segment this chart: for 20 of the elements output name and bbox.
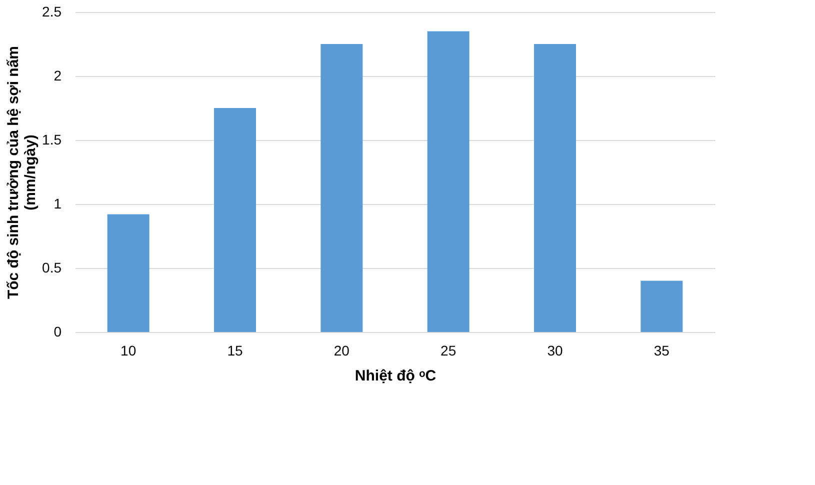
bar (320, 44, 363, 332)
x-tick-label: 25 (440, 342, 456, 358)
bar (107, 214, 150, 332)
y-tick-label: 1.5 (42, 132, 62, 148)
bar (640, 280, 683, 332)
y-tick-label: 2.5 (42, 4, 62, 20)
x-tick-label: 30 (547, 342, 563, 358)
x-tick-label: 15 (227, 342, 243, 358)
y-tick-label: 1 (54, 196, 62, 212)
y-tick-label: 0 (54, 324, 62, 340)
y-tick-label: 2 (54, 68, 62, 84)
x-tick-label: 10 (120, 342, 136, 358)
x-axis-title: Nhiệt độ ᵒC (354, 368, 436, 384)
x-tick-label: 20 (334, 342, 350, 358)
bar (427, 31, 470, 332)
bar (214, 108, 256, 332)
bar (534, 44, 576, 332)
x-tick-label: 35 (654, 342, 670, 358)
y-axis-title: Tốc độ sinh trưởng của hệ sợi nấm (mm/ngày) (5, 46, 40, 300)
y-tick-label: 0.5 (42, 260, 62, 276)
